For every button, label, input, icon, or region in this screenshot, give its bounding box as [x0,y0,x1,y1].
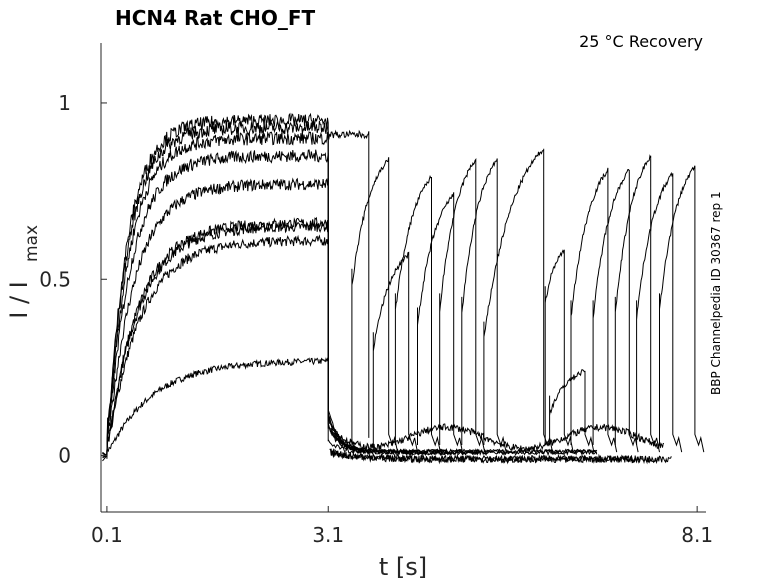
activation-trace [102,220,598,457]
conditioning-hold-trace [327,129,370,438]
y-tick-label: 0 [58,444,71,468]
traces-group [102,112,705,465]
recovery-ramp [592,168,639,453]
recovery-ramp [483,148,553,453]
activation-trace [102,216,362,457]
activation-trace [102,120,480,458]
x-tick-label: 0.1 [91,523,123,547]
y-tick-label: 0.5 [39,267,71,291]
recovery-ramp [659,165,705,453]
activation-trace [102,149,598,459]
recovery-ramp [394,174,441,453]
recovery-ramp [461,158,507,453]
activation-trace [102,356,362,462]
chart-title: HCN4 Rat CHO_FT [115,6,316,30]
activation-trace [102,131,362,457]
condition-annotation: 25 °C Recovery [579,32,703,51]
recovery-ramp [636,171,683,453]
recovery-ramp [549,368,595,453]
recovery-ramp [570,167,618,453]
activation-trace [102,112,598,457]
recovery-ramp [417,192,463,453]
baseline-trace [329,448,672,465]
y-tick-label: 1 [58,91,71,115]
source-label: BBP Channelpedia ID 30367 rep 1 [709,191,723,395]
recovery-ramp [351,157,399,453]
recovery-ramp [614,154,660,453]
x-tick-label: 8.1 [681,523,713,547]
x-tick-label: 3.1 [312,523,344,547]
y-axis-label: I / I max [5,225,42,319]
x-axis-label: t [s] [379,553,427,581]
y-axis-label-main: I / I [5,281,33,319]
recovery-ramp [544,249,574,453]
ticks-group: 0.1 3.1 8.1 0 0.5 1 [39,91,713,547]
y-axis-label-subscript: max [22,225,42,262]
recovery-ramp [439,157,486,453]
recovery-ramp [372,251,418,453]
